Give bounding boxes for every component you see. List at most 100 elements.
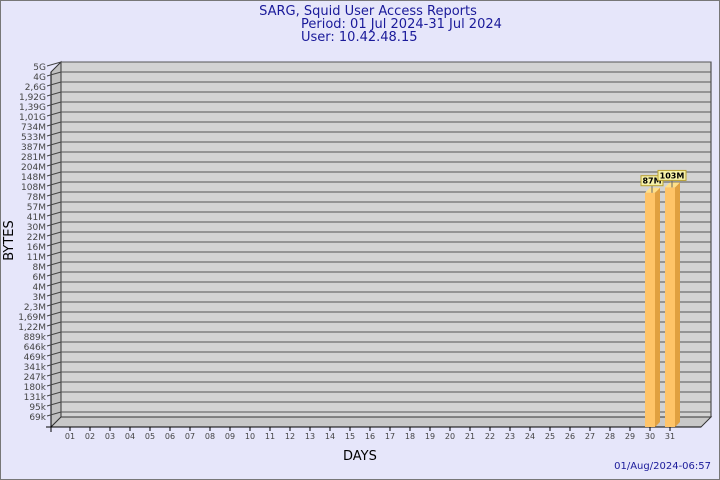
data-label: 87M: [642, 177, 661, 186]
y-tick-label: 341k: [24, 363, 47, 373]
y-tick-label: 204M: [21, 163, 46, 173]
y-tick-label: 8M: [33, 263, 47, 273]
y-tick-label: 281M: [21, 153, 46, 163]
y-tick-label: 108M: [21, 183, 46, 193]
bar-side: [675, 182, 680, 427]
y-tick: [46, 251, 62, 257]
y-tick-label: 734M: [21, 123, 46, 133]
y-tick-label: 4G: [33, 73, 46, 83]
plot-floor: [49, 416, 713, 428]
y-tick: [46, 101, 62, 107]
x-tick-label: 13: [305, 432, 315, 441]
y-tick: [46, 411, 62, 417]
y-tick-label: 95k: [29, 403, 46, 413]
y-tick: [46, 281, 62, 287]
y-tick: [46, 231, 62, 237]
y-tick-label: 469k: [24, 353, 47, 363]
y-axis-label: BYTES: [1, 220, 17, 261]
y-tick: [46, 81, 62, 87]
y-tick: [46, 301, 62, 307]
x-tick-label: 31: [665, 432, 675, 441]
y-tick: [46, 311, 62, 317]
x-tick-label: 21: [465, 432, 475, 441]
y-tick: [46, 391, 62, 397]
y-tick-label: 6M: [33, 273, 47, 283]
y-tick-label: 131k: [24, 393, 47, 403]
y-tick: [46, 141, 62, 147]
y-tick-label: 1,22M: [18, 323, 46, 333]
x-tick-label: 07: [185, 432, 195, 441]
chart-period: Period: 01 Jul 2024-31 Jul 2024: [301, 17, 502, 32]
x-tick-label: 09: [225, 432, 235, 441]
x-tick-label: 15: [345, 432, 355, 441]
y-tick: [46, 381, 62, 387]
y-tick: [46, 171, 62, 177]
y-tick: [46, 331, 62, 337]
bar-side: [655, 187, 660, 427]
y-tick: [46, 371, 62, 377]
y-tick: [46, 321, 62, 327]
y-tick-label: 4M: [33, 283, 47, 293]
y-tick: [46, 131, 62, 137]
timestamp: 01/Aug/2024-06:57: [614, 461, 711, 472]
x-tick-label: 14: [325, 432, 335, 441]
x-tick-label: 04: [125, 432, 135, 441]
x-tick-label: 20: [445, 432, 455, 441]
y-tick: [46, 221, 62, 227]
x-tick-label: 05: [145, 432, 155, 441]
x-tick-label: 12: [285, 432, 295, 441]
y-tick-label: 78M: [27, 193, 46, 203]
y-tick-label: 533M: [21, 133, 46, 143]
y-tick: [46, 91, 62, 97]
y-tick-label: 11M: [27, 253, 46, 263]
y-tick: [46, 201, 62, 207]
y-tick: [46, 151, 62, 157]
y-tick-label: 1,92G: [19, 93, 46, 103]
y-tick-label: 2,6G: [25, 83, 46, 93]
y-tick: [46, 211, 62, 217]
y-tick-label: 30M: [27, 223, 46, 233]
y-tick-label: 148M: [21, 173, 46, 183]
x-axis-label: DAYS: [343, 449, 377, 464]
y-tick: [46, 361, 62, 367]
x-tick-label: 17: [385, 432, 395, 441]
x-tick-label: 18: [405, 432, 415, 441]
y-tick: [46, 401, 62, 407]
y-tick: [46, 261, 62, 267]
y-tick-label: 3M: [33, 293, 47, 303]
x-tick-label: 29: [625, 432, 635, 441]
y-tick: [46, 111, 62, 117]
x-tick-label: 06: [165, 432, 175, 441]
y-tick-label: 387M: [21, 143, 46, 153]
y-tick-label: 5G: [33, 63, 46, 73]
y-tick: [46, 71, 62, 77]
y-tick: [46, 61, 62, 67]
y-tick-label: 16M: [27, 243, 46, 253]
y-tick-label: 1,01G: [19, 113, 46, 123]
chart-user: User: 10.42.48.15: [301, 30, 418, 45]
y-tick-label: 180k: [24, 383, 47, 393]
y-tick: [46, 271, 62, 277]
x-tick-label: 11: [265, 432, 275, 441]
y-tick: [46, 291, 62, 297]
y-tick-label: 22M: [27, 233, 46, 243]
chart-title: SARG, Squid User Access Reports: [259, 4, 477, 19]
y-tick: [46, 161, 62, 167]
y-tick-label: 69k: [29, 413, 46, 423]
y-tick: [46, 191, 62, 197]
x-tick-label: 16: [365, 432, 375, 441]
y-tick: [46, 181, 62, 187]
x-tick-label: 10: [245, 432, 255, 441]
y-tick: [46, 341, 62, 347]
y-tick-label: 889k: [24, 333, 47, 343]
y-tick-label: 57M: [27, 203, 46, 213]
y-tick-label: 1,39G: [19, 103, 46, 113]
x-tick-label: 08: [205, 432, 215, 441]
x-tick-label: 01: [65, 432, 75, 441]
y-tick: [46, 351, 62, 357]
x-tick-label: 23: [505, 432, 515, 441]
y-tick-label: 247k: [24, 373, 47, 383]
x-tick-label: 19: [425, 432, 435, 441]
x-tick-label: 25: [545, 432, 555, 441]
